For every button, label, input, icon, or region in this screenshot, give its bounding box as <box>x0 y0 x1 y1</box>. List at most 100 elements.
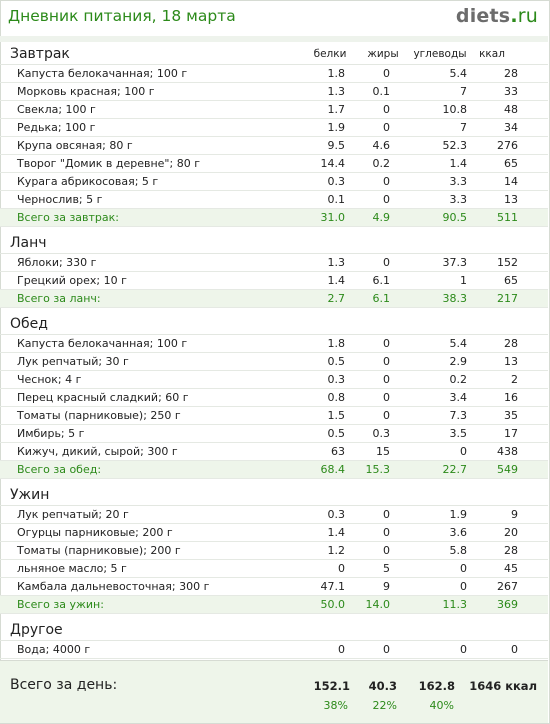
section-total-carbs: 11.3 <box>442 598 468 611</box>
food-row[interactable]: Капуста белокачанная; 100 г 1.8 0 5.4 28 <box>0 335 548 353</box>
food-row[interactable]: Яблоки; 330 г 1.3 0 37.3 152 <box>0 254 548 272</box>
food-name: Капуста белокачанная; 100 г <box>17 337 188 350</box>
section-total-fat: 15.3 <box>365 463 391 476</box>
food-carbs: 10.8 <box>442 103 468 116</box>
food-row[interactable]: Грецкий орех; 10 г 1.4 6.1 1 65 <box>0 272 548 290</box>
food-name: Свекла; 100 г <box>17 103 96 116</box>
food-kcal: 48 <box>504 103 518 116</box>
section-total-protein: 50.0 <box>320 598 346 611</box>
food-row[interactable]: Томаты (парниковые); 250 г 1.5 0 7.3 35 <box>0 407 548 425</box>
food-fat: 0 <box>383 337 390 350</box>
food-name: Огурцы парниковые; 200 г <box>17 526 173 539</box>
food-row[interactable]: Курага абрикосовая; 5 г 0.3 0 3.3 14 <box>0 173 548 191</box>
section-total-fat: 14.0 <box>365 598 391 611</box>
logo-name: diets <box>455 5 511 27</box>
food-row[interactable]: Свекла; 100 г 1.7 0 10.8 48 <box>0 101 548 119</box>
food-name: Редька; 100 г <box>17 121 96 134</box>
food-carbs: 37.3 <box>442 256 468 269</box>
site-logo[interactable]: diets.ru <box>456 5 538 27</box>
section-header: Ужин <box>0 485 548 506</box>
food-carbs: 1.4 <box>449 157 468 170</box>
column-header-protein: белки <box>313 48 347 60</box>
food-row[interactable]: Морковь красная; 100 г 1.3 0.1 7 33 <box>0 83 548 101</box>
food-row[interactable]: Творог "Домик в деревне"; 80 г 14.4 0.2 1.4… <box>0 155 548 173</box>
food-protein: 1.3 <box>327 256 346 269</box>
food-kcal: 9 <box>511 508 518 521</box>
food-kcal: 276 <box>497 139 518 152</box>
food-carbs: 5.8 <box>449 544 468 557</box>
food-kcal: 17 <box>504 427 518 440</box>
food-protein: 1.8 <box>327 337 346 350</box>
food-protein: 0.3 <box>327 508 346 521</box>
food-name: Чеснок; 4 г <box>17 373 82 386</box>
food-row[interactable]: Капуста белокачанная; 100 г 1.8 0 5.4 28 <box>0 65 548 83</box>
food-row[interactable]: Перец красный сладкий; 60 г 0.8 0 3.4 16 <box>0 389 548 407</box>
food-kcal: 33 <box>504 85 518 98</box>
food-kcal: 65 <box>504 274 518 287</box>
food-kcal: 34 <box>504 121 518 134</box>
food-protein: 1.4 <box>327 274 346 287</box>
food-row[interactable]: льняное масло; 5 г 0 5 0 45 <box>0 560 548 578</box>
day-total-kcal: 1646 ккал <box>469 679 537 693</box>
food-kcal: 13 <box>504 193 518 206</box>
food-row[interactable]: Огурцы парниковые; 200 г 1.4 0 3.6 20 <box>0 524 548 542</box>
food-protein: 1.2 <box>327 544 346 557</box>
food-carbs: 0 <box>460 562 467 575</box>
food-row[interactable]: Чеснок; 4 г 0.3 0 0.2 2 <box>0 371 548 389</box>
section-header: Другое <box>0 620 548 641</box>
food-fat: 0.1 <box>372 85 391 98</box>
food-row[interactable]: Имбирь; 5 г 0.5 0.3 3.5 17 <box>0 425 548 443</box>
food-kcal: 14 <box>504 175 518 188</box>
food-name: Капуста белокачанная; 100 г <box>17 67 188 80</box>
food-name: Грецкий орех; 10 г <box>17 274 127 287</box>
food-name: Камбала дальневосточная; 300 г <box>17 580 210 593</box>
food-name: Курага абрикосовая; 5 г <box>17 175 159 188</box>
food-carbs: 3.5 <box>449 427 468 440</box>
food-name: Томаты (парниковые); 250 г <box>17 409 181 422</box>
section-title: Обед <box>10 316 48 332</box>
day-protein-percent: 38% <box>323 699 348 712</box>
food-carbs: 0 <box>460 445 467 458</box>
food-row[interactable]: Кижуч, дикий, сырой; 300 г 63 15 0 438 <box>0 443 548 461</box>
food-name: Вода; 4000 г <box>17 643 91 656</box>
food-fat: 0 <box>383 409 390 422</box>
food-row[interactable]: Чернослив; 5 г 0.1 0 3.3 13 <box>0 191 548 209</box>
food-carbs: 7.3 <box>449 409 468 422</box>
food-fat: 0 <box>383 103 390 116</box>
food-row[interactable]: Лук репчатый; 30 г 0.5 0 2.9 13 <box>0 353 548 371</box>
food-protein: 1.3 <box>327 85 346 98</box>
food-row[interactable]: Камбала дальневосточная; 300 г 47.1 9 0 267 <box>0 578 548 596</box>
food-row[interactable]: Вода; 4000 г 0 0 0 0 <box>0 641 548 659</box>
food-fat: 5 <box>383 562 390 575</box>
header-divider <box>0 36 548 42</box>
page-title: Дневник питания, 18 марта <box>8 7 236 25</box>
section-title: Ужин <box>10 487 50 503</box>
food-protein: 1.7 <box>327 103 346 116</box>
food-kcal: 267 <box>497 580 518 593</box>
section-title: Ланч <box>10 235 47 251</box>
food-carbs: 3.3 <box>449 193 468 206</box>
food-row[interactable]: Крупа овсяная; 80 г 9.5 4.6 52.3 276 <box>0 137 548 155</box>
section-total-row: Всего за ужин: 50.0 14.0 11.3 369 <box>0 596 548 614</box>
food-row[interactable]: Лук репчатый; 20 г 0.3 0 1.9 9 <box>0 506 548 524</box>
food-kcal: 65 <box>504 157 518 170</box>
food-kcal: 45 <box>504 562 518 575</box>
food-fat: 0 <box>383 175 390 188</box>
food-protein: 0.8 <box>327 391 346 404</box>
food-row[interactable]: Томаты (парниковые); 200 г 1.2 0 5.8 28 <box>0 542 548 560</box>
food-name: Морковь красная; 100 г <box>17 85 155 98</box>
section-total-row: Всего за ланч: 2.7 6.1 38.3 217 <box>0 290 548 308</box>
food-name: Имбирь; 5 г <box>17 427 85 440</box>
section-header: Обед <box>0 314 548 335</box>
food-fat: 0 <box>383 256 390 269</box>
food-row[interactable]: Редька; 100 г 1.9 0 7 34 <box>0 119 548 137</box>
food-name: Перец красный сладкий; 60 г <box>17 391 189 404</box>
food-fat: 6.1 <box>372 274 391 287</box>
day-total-fat: 40.3 <box>368 679 397 693</box>
food-fat: 0 <box>383 193 390 206</box>
food-protein: 14.4 <box>320 157 346 170</box>
food-protein: 1.8 <box>327 67 346 80</box>
section-total-protein: 68.4 <box>320 463 346 476</box>
food-kcal: 13 <box>504 355 518 368</box>
food-kcal: 35 <box>504 409 518 422</box>
